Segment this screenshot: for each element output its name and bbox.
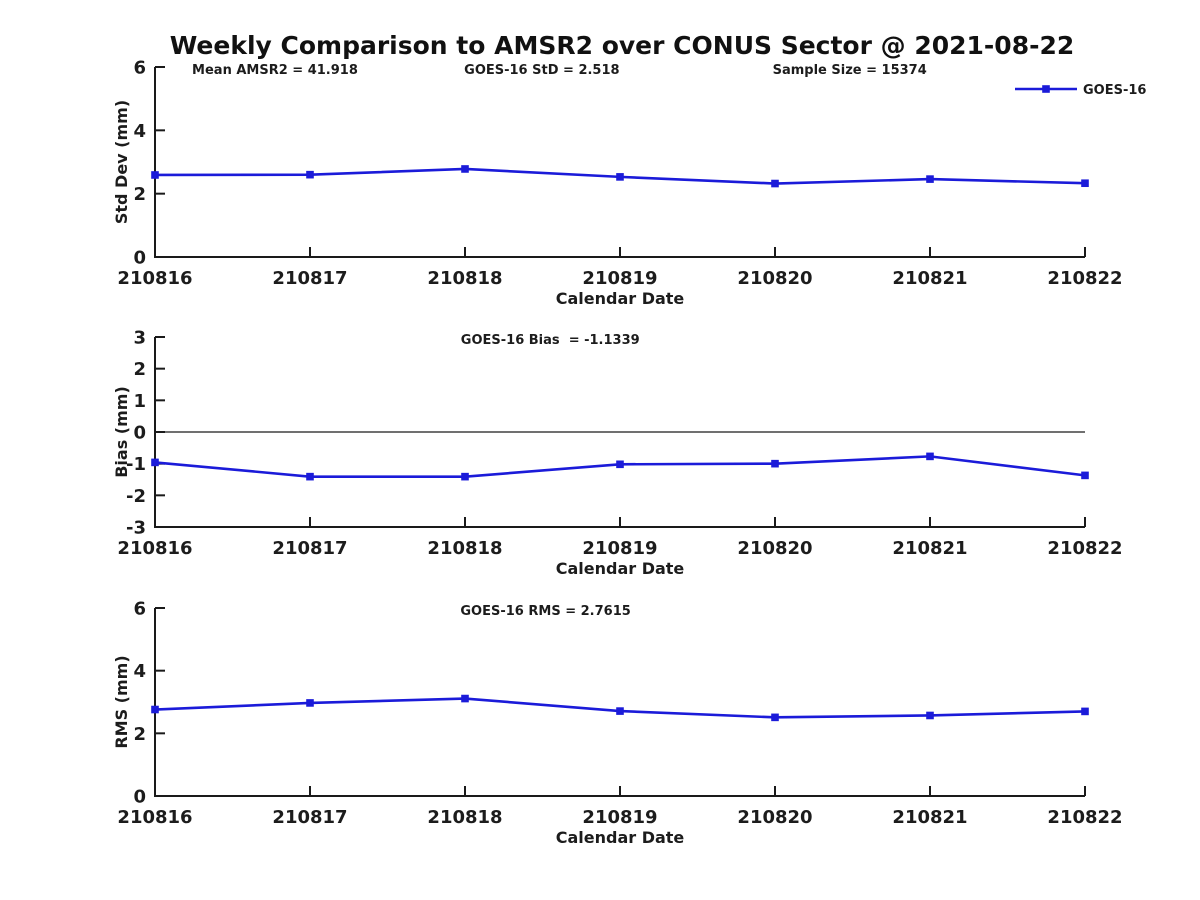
x-tick-label: 210822: [1047, 268, 1122, 289]
x-tick-label: 210821: [892, 538, 967, 559]
x-tick-label: 210817: [272, 807, 347, 828]
data-point-marker: [151, 171, 159, 179]
x-tick-label: 210819: [582, 268, 657, 289]
data-point-marker: [151, 458, 159, 467]
x-tick-label: 210817: [272, 268, 347, 289]
x-tick-label: 210816: [117, 268, 192, 289]
data-point-marker: [926, 175, 934, 183]
y-tick-label: 3: [133, 328, 146, 349]
stat-annotation: GOES-16 RMS = 2.7615: [460, 604, 630, 619]
y-tick-label: 2: [133, 184, 146, 205]
y-tick-label: 1: [133, 391, 146, 412]
data-point-marker: [306, 699, 314, 707]
x-tick-label: 210820: [737, 268, 812, 289]
x-tick-label: 210821: [892, 807, 967, 828]
data-point-marker: [306, 472, 314, 481]
x-tick-label: 210818: [427, 538, 502, 559]
x-tick-label: 210818: [427, 807, 502, 828]
bias-subplot: -3 -2 -1 0 1 2 3 210816 210817 210818 210819 210820…: [112, 328, 1123, 579]
stat-annotation: GOES-16 StD = 2.518: [464, 63, 619, 78]
legend-marker: [1042, 85, 1050, 93]
data-point-marker: [926, 711, 934, 720]
x-tick-label: 210816: [117, 807, 192, 828]
data-point-marker: [1081, 179, 1089, 188]
stat-annotation: Mean AMSR2 = 41.918: [192, 63, 358, 78]
y-tick-label: -3: [126, 518, 146, 539]
x-axis-title: Calendar Date: [556, 289, 685, 308]
y-tick-label: -2: [126, 486, 146, 507]
y-tick-label: 0: [133, 787, 146, 808]
x-tick-label: 210818: [427, 268, 502, 289]
y-axis-title: Bias (mm): [112, 386, 131, 478]
data-point-marker: [926, 452, 934, 461]
y-tick-label: 6: [133, 599, 146, 620]
y-tick-label: 2: [133, 724, 146, 745]
std-dev-subplot: 0 2 4 6 210816 210817 210818 210819 210820 210821…: [112, 58, 1146, 309]
data-point-marker: [151, 705, 159, 714]
y-tick-label: 0: [133, 248, 146, 269]
data-point-marker: [1081, 707, 1089, 716]
y-axis-title: RMS (mm): [112, 655, 131, 748]
y-tick-label: 4: [133, 661, 146, 682]
data-point-marker: [461, 165, 469, 173]
data-point-marker: [306, 170, 314, 179]
x-tick-label: 210819: [582, 807, 657, 828]
data-point-marker: [771, 179, 779, 188]
data-point-marker: [461, 694, 469, 703]
stat-annotation: Sample Size = 15374: [773, 63, 927, 78]
rms-subplot: 0 2 4 6 210816 210817 210818 210819 210820 210821…: [112, 599, 1123, 848]
x-tick-label: 210820: [737, 807, 812, 828]
x-axis-title: Calendar Date: [556, 828, 685, 847]
legend-label: GOES-16: [1083, 83, 1146, 98]
y-tick-label: 2: [133, 359, 146, 380]
x-tick-label: 210817: [272, 538, 347, 559]
y-tick-label: 6: [133, 58, 146, 79]
x-axis-title: Calendar Date: [556, 559, 685, 578]
x-tick-label: 210820: [737, 538, 812, 559]
x-tick-label: 210819: [582, 538, 657, 559]
x-tick-label: 210822: [1047, 807, 1122, 828]
y-tick-label: -1: [126, 454, 146, 475]
y-axis-title: Std Dev (mm): [112, 100, 131, 224]
data-point-marker: [771, 459, 779, 468]
data-point-marker: [1081, 471, 1089, 480]
data-point-marker: [616, 173, 624, 181]
x-tick-label: 210816: [117, 538, 192, 559]
legend: GOES-16: [1015, 83, 1146, 98]
data-point-marker: [616, 707, 624, 715]
data-point-marker: [616, 460, 624, 469]
stat-annotation: GOES-16 Bias = -1.1339: [461, 333, 640, 348]
y-tick-label: 0: [133, 423, 146, 444]
data-point-marker: [461, 472, 469, 481]
y-tick-label: 4: [133, 121, 146, 142]
x-tick-label: 210822: [1047, 538, 1122, 559]
x-tick-label: 210821: [892, 268, 967, 289]
data-point-marker: [771, 713, 779, 722]
chart-title: Weekly Comparison to AMSR2 over CONUS Se…: [169, 31, 1075, 60]
